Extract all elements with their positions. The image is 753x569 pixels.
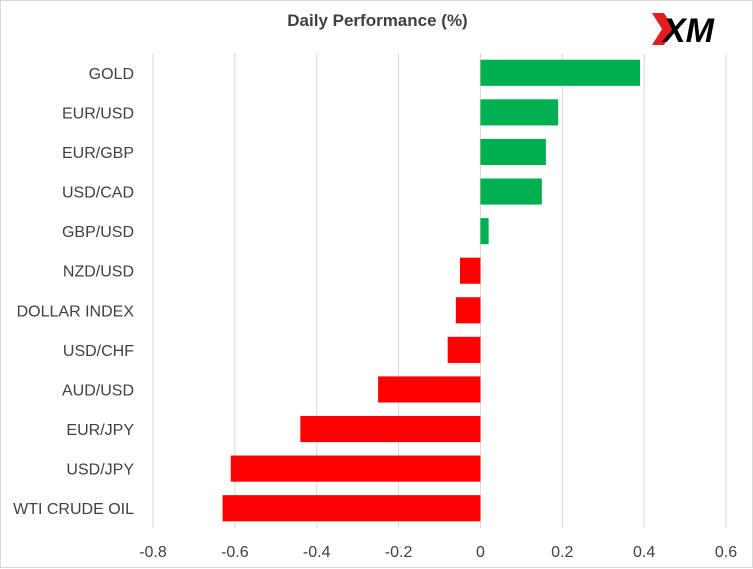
category-label: NZD/USD <box>63 264 134 281</box>
x-tick-label: -0.6 <box>221 544 249 561</box>
category-labels: GOLD EUR/USD EUR/GBP USD/CAD GBP/USD NZD/USD D… <box>13 66 134 518</box>
category-label: DOLLAR INDEX <box>17 303 135 320</box>
bars <box>222 59 641 522</box>
x-tick-labels: -0.8 -0.6 -0.4 -0.2 0 0.2 0.4 0.6 <box>139 544 737 561</box>
bar <box>230 455 481 482</box>
x-tick-label: 0.6 <box>715 544 737 561</box>
bar <box>459 257 481 284</box>
category-label: GOLD <box>89 66 134 83</box>
x-tick-label: 0.2 <box>551 544 573 561</box>
x-tick-label: -0.8 <box>139 544 167 561</box>
bar <box>480 99 559 126</box>
category-label: EUR/USD <box>62 105 134 122</box>
xm-logo: XM <box>650 9 742 49</box>
category-label: AUD/USD <box>62 382 134 399</box>
category-label: USD/CAD <box>62 185 134 202</box>
bar <box>480 59 641 86</box>
category-label: WTI CRUDE OIL <box>13 501 134 518</box>
category-label: EUR/GBP <box>62 145 134 162</box>
bar <box>447 336 481 363</box>
xm-logo-text: XM <box>661 12 715 49</box>
bar <box>480 218 489 245</box>
xm-logo-icon: XM <box>652 12 715 49</box>
bar <box>300 415 481 443</box>
bar <box>378 376 481 403</box>
bar <box>455 297 481 324</box>
category-label: USD/JPY <box>66 462 134 479</box>
chart-title: Daily Performance (%) <box>287 11 468 30</box>
category-label: GBP/USD <box>62 224 134 241</box>
category-label: USD/CHF <box>63 343 134 360</box>
x-tick-label: 0 <box>476 544 485 561</box>
bar <box>480 138 546 166</box>
grid-lines <box>152 53 727 528</box>
xm-logo-accent <box>652 13 674 45</box>
bar <box>222 495 481 522</box>
x-tick-label: 0.4 <box>633 544 655 561</box>
category-label: EUR/JPY <box>66 422 134 439</box>
x-tick-label: -0.4 <box>303 544 331 561</box>
x-tick-label: -0.2 <box>385 544 413 561</box>
bar <box>480 178 542 205</box>
